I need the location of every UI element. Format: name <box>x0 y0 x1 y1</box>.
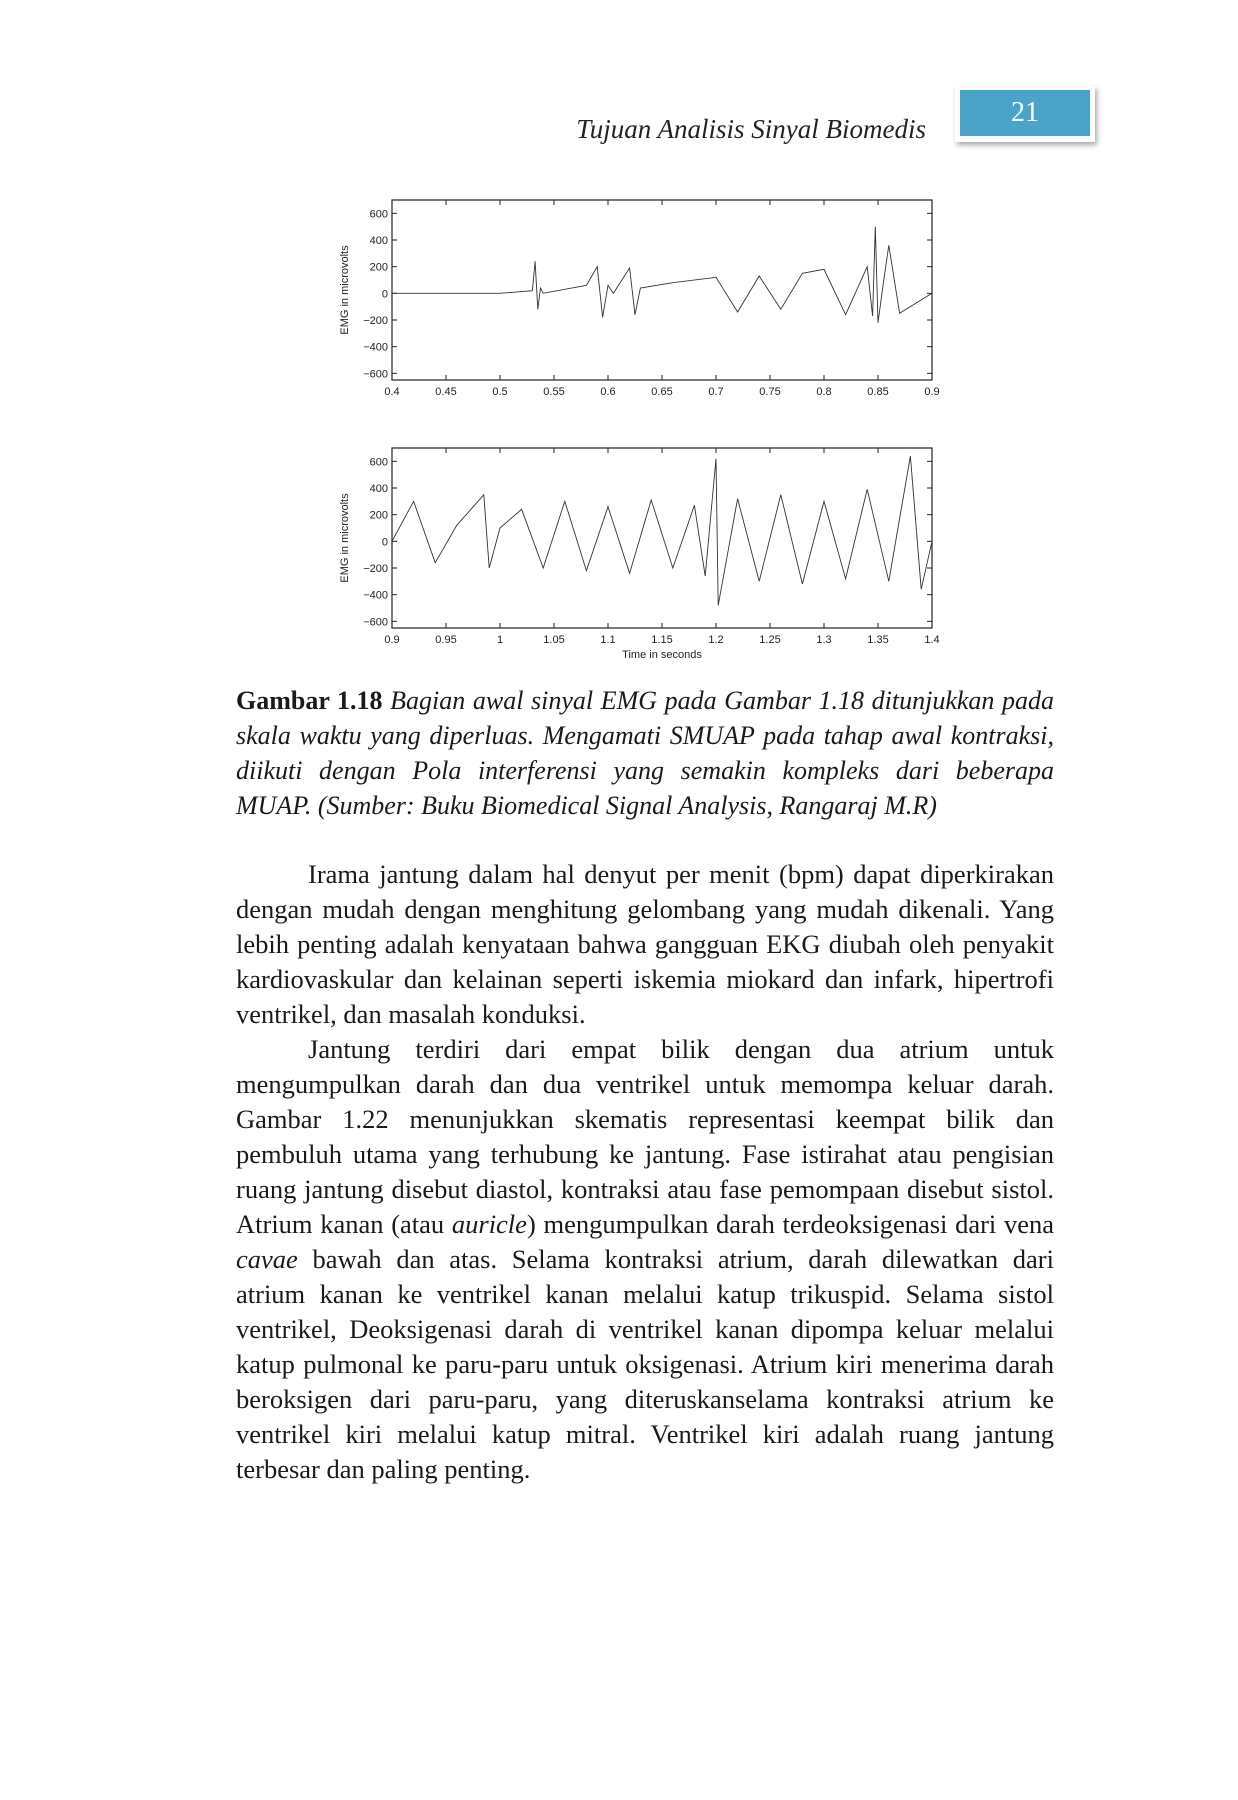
chart-1-x-tick-label: 0.75 <box>759 386 780 398</box>
chart-1-y-tick-label: 0 <box>382 288 388 300</box>
chart-1-x-tick-label: 0.65 <box>651 386 672 398</box>
chart-1-frame <box>391 199 933 381</box>
chart-2-x-tick-label: 1 <box>497 634 503 646</box>
chart-2-y-axis-label: EMG in microvolts <box>339 493 351 583</box>
chart-1-series-line <box>392 226 933 323</box>
caption-text: Bagian awal sinyal EMG pada Gambar 1.18 … <box>236 686 1055 820</box>
chart-2-x-tick-label: 1.1 <box>600 634 615 646</box>
paragraph-2-part-a: Jantung terdiri dari empat bilik dengan … <box>236 1034 1054 1239</box>
chart-2-frame <box>391 447 933 629</box>
chart-1-y-tick-label: −600 <box>363 368 388 380</box>
chart-2-x-axis-label: Time in seconds <box>622 649 702 661</box>
chart-2-x-tick-label: 1.3 <box>816 634 831 646</box>
chart-2-x-tick-label: 0.95 <box>435 634 456 646</box>
chart-2-y-tick-label: −600 <box>363 616 388 628</box>
chart-2-y-tick-label: −200 <box>363 563 388 575</box>
emg-figure: 0.4 0.45 0.5 0.55 0.6 0.65 0.7 0.75 0.8 0.85 0.9 60… <box>330 190 970 670</box>
caption-label: Gambar 1.18 <box>236 686 383 715</box>
chart-1-x-tick-label: 0.55 <box>543 386 564 398</box>
paragraph-2-part-b: ) mengumpulkan darah terdeoksigenasi dar… <box>526 1209 1054 1239</box>
figure-caption: Gambar 1.18 Bagian awal sinyal EMG pada … <box>236 683 1054 823</box>
chart-2-x-tick-label: 1.25 <box>759 634 780 646</box>
body-text: Irama jantung dalam hal denyut per menit… <box>236 857 1054 1487</box>
chart-2-x-tick-label: 1.4 <box>924 634 939 646</box>
chart-1-x-tick-label: 0.6 <box>600 386 615 398</box>
chart-2-y-tick-label: 0 <box>382 536 388 548</box>
chart-2-x-tick-label: 0.9 <box>384 634 399 646</box>
paragraph-2: Jantung terdiri dari empat bilik dengan … <box>236 1032 1054 1487</box>
chart-1-y-axis-label: EMG in microvolts <box>339 245 351 335</box>
chart-2-y-tick-label: 600 <box>370 456 388 468</box>
chart-1-x-tick-label: 0.85 <box>867 386 888 398</box>
chart-1-x-tick-label: 0.5 <box>492 386 507 398</box>
chart-2-x-tick-label: 1.2 <box>708 634 723 646</box>
chart-2-y-tick-label: −400 <box>363 590 388 602</box>
chart-1-x-tick-label: 0.9 <box>924 386 939 398</box>
term-cavae: cavae <box>236 1244 298 1274</box>
page-number: 21 <box>960 90 1090 136</box>
chart-1-y-tick-label: 200 <box>370 262 388 274</box>
chart-1-x-tick-label: 0.7 <box>708 386 723 398</box>
paragraph-1: Irama jantung dalam hal denyut per menit… <box>236 859 1054 1029</box>
term-auricle: auricle <box>451 1209 527 1239</box>
chart-1-y-tick-label: −400 <box>363 342 388 354</box>
emg-charts-svg: 0.4 0.45 0.5 0.55 0.6 0.65 0.7 0.75 0.8 0.85 0.9 60… <box>339 199 940 661</box>
chart-1-y-tick-label: 400 <box>370 235 388 247</box>
chart-2-x-tick-label: 1.15 <box>651 634 672 646</box>
chart-1-x-tick-label: 0.4 <box>384 386 399 398</box>
chart-1-y-tick-label: 600 <box>370 208 388 220</box>
chart-2-series-line <box>391 455 933 606</box>
chart-2-y-tick-label: 200 <box>370 510 388 522</box>
chart-2-x-tick-label: 1.05 <box>543 634 564 646</box>
paragraph-2-part-c: bawah dan atas. Selama kontraksi atrium,… <box>236 1244 1054 1484</box>
chart-1-y-tick-label: −200 <box>363 315 388 327</box>
chart-2-y-tick-label: 400 <box>370 483 388 495</box>
chart-1-x-tick-label: 0.45 <box>435 386 456 398</box>
chart-2-x-tick-label: 1.35 <box>867 634 888 646</box>
chart-1-x-tick-label: 0.8 <box>816 386 831 398</box>
running-title: Tujuan Analisis Sinyal Biomedis <box>576 114 926 144</box>
